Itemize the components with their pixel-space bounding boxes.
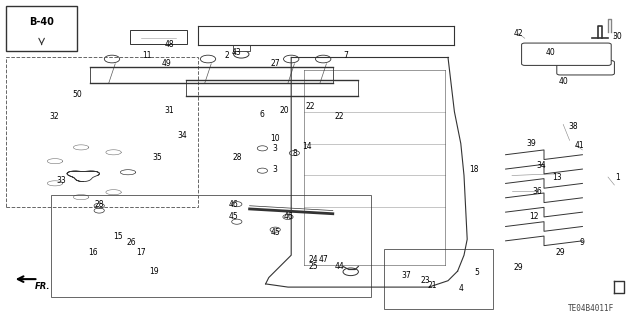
Text: 8: 8 [292, 149, 297, 158]
Text: 39: 39 [526, 139, 536, 148]
Text: 18: 18 [469, 165, 478, 174]
Text: 4: 4 [458, 284, 463, 293]
Text: 42: 42 [513, 29, 524, 38]
Text: 34: 34 [177, 131, 188, 140]
Text: 38: 38 [568, 122, 578, 130]
Text: 22: 22 [335, 112, 344, 121]
Text: 31: 31 [164, 106, 175, 115]
Text: 23: 23 [420, 276, 431, 285]
Text: TE04B4011F: TE04B4011F [568, 304, 614, 313]
Text: 10: 10 [270, 134, 280, 143]
FancyBboxPatch shape [6, 6, 77, 51]
Text: 33: 33 [56, 176, 66, 185]
Text: 7: 7 [343, 51, 348, 60]
Text: 41: 41 [574, 141, 584, 150]
Text: 50: 50 [72, 90, 82, 99]
Text: FR.: FR. [35, 282, 51, 291]
Text: 20: 20 [280, 106, 290, 115]
Text: 13: 13 [552, 173, 562, 182]
Text: 12: 12 [530, 212, 539, 221]
Text: 3: 3 [273, 144, 278, 153]
Text: 43: 43 [232, 48, 242, 57]
Text: 45: 45 [270, 228, 280, 237]
Text: 29: 29 [555, 248, 565, 256]
Text: 29: 29 [513, 263, 524, 272]
Text: 35: 35 [152, 153, 162, 162]
Text: 17: 17 [136, 248, 146, 256]
Text: 1: 1 [615, 173, 620, 182]
Text: B-40: B-40 [29, 17, 54, 27]
Text: 36: 36 [532, 187, 543, 196]
Text: 46: 46 [283, 212, 293, 221]
Text: 28: 28 [95, 200, 104, 209]
Text: 47: 47 [318, 256, 328, 264]
Text: 19: 19 [148, 267, 159, 276]
Text: 2: 2 [225, 51, 230, 60]
Text: 48: 48 [164, 40, 175, 49]
Text: 46: 46 [228, 200, 239, 209]
FancyBboxPatch shape [522, 43, 611, 65]
Text: 9: 9 [580, 238, 585, 247]
Text: 44: 44 [334, 262, 344, 271]
Text: 28: 28 [232, 153, 241, 162]
FancyBboxPatch shape [130, 30, 187, 44]
Text: 21: 21 [428, 281, 436, 290]
Text: 11: 11 [143, 51, 152, 60]
Text: 24: 24 [308, 256, 319, 264]
Text: 30: 30 [612, 32, 623, 41]
Text: 25: 25 [308, 262, 319, 271]
Text: 34: 34 [536, 161, 546, 170]
FancyBboxPatch shape [557, 61, 614, 75]
Text: 32: 32 [49, 112, 60, 121]
Text: 40: 40 [558, 77, 568, 86]
Text: 49: 49 [161, 59, 172, 68]
Text: 45: 45 [228, 212, 239, 221]
Text: 27: 27 [270, 59, 280, 68]
Text: 40: 40 [545, 48, 556, 57]
Text: 15: 15 [113, 232, 124, 241]
Text: 5: 5 [474, 268, 479, 277]
Text: 22: 22 [306, 102, 315, 111]
Text: 16: 16 [88, 248, 98, 256]
Text: 14: 14 [302, 142, 312, 151]
Text: 6: 6 [260, 110, 265, 119]
FancyBboxPatch shape [233, 45, 250, 51]
Text: 3: 3 [273, 165, 278, 174]
Text: 26: 26 [126, 238, 136, 247]
Text: 37: 37 [401, 271, 412, 280]
